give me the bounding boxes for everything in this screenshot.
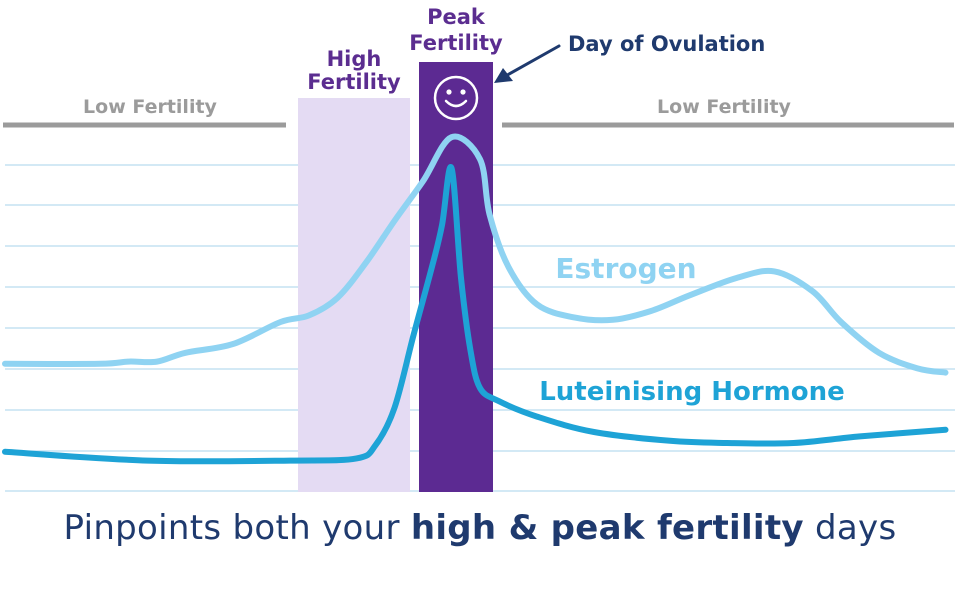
high-fertility-band bbox=[298, 98, 410, 492]
caption: Pinpoints both your high & peak fertilit… bbox=[0, 508, 960, 548]
smiley-face bbox=[433, 75, 479, 121]
caption-bold: high & peak fertility bbox=[410, 508, 804, 548]
smiley-mouth bbox=[444, 99, 468, 108]
high-fertility-label-line2: Fertility bbox=[307, 70, 401, 94]
hormone-curves bbox=[2, 133, 949, 465]
fertility-zones bbox=[3, 62, 954, 492]
fertility-chart: Low Fertility Low FertilityHighFertilityP… bbox=[2, 5, 955, 492]
peak-fertility-label-line2: Fertility bbox=[409, 31, 503, 55]
smiley-eye-left bbox=[446, 89, 452, 95]
lh-line bbox=[2, 164, 949, 465]
caption-prefix: Pinpoints both your bbox=[63, 508, 411, 548]
smiley-face-icon bbox=[433, 75, 479, 121]
estrogen-line bbox=[2, 133, 949, 376]
low-fertility-label-left: Low Fertility bbox=[83, 96, 217, 118]
low-fertility-label-right: Low Fertility bbox=[657, 96, 791, 118]
ovulation-arrow-shaft bbox=[500, 44, 561, 80]
chart-labels: Low Fertility Low FertilityHighFertilityP… bbox=[83, 5, 845, 407]
caption-suffix: days bbox=[803, 508, 897, 548]
peak-fertility-label-line1: Peak bbox=[427, 5, 486, 29]
lh-label: Luteinising Hormone bbox=[539, 377, 845, 407]
day-of-ovulation-label: Day of Ovulation bbox=[568, 32, 765, 56]
high-fertility-label-line1: High bbox=[327, 47, 382, 71]
smiley-eye-right bbox=[460, 89, 466, 95]
estrogen-label: Estrogen bbox=[555, 252, 696, 285]
ovulation-arrow-head bbox=[494, 68, 513, 83]
